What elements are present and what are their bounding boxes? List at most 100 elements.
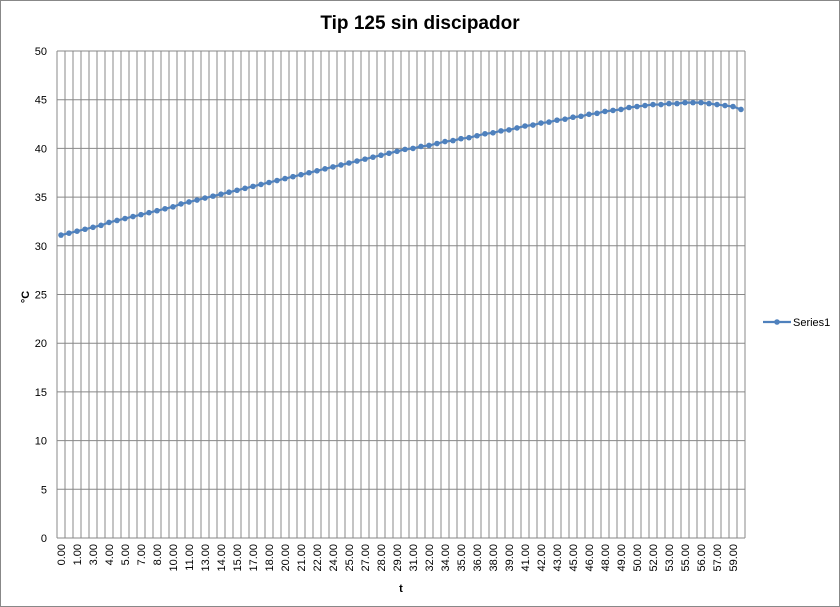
data-point [98, 222, 104, 229]
data-point [586, 111, 592, 118]
data-point [418, 143, 424, 150]
data-point [378, 152, 384, 159]
data-point [290, 173, 296, 180]
x-tick-label: 0.00 [56, 544, 68, 565]
x-tick-label: 43.00 [552, 544, 564, 572]
x-tick-label: 39.00 [504, 544, 516, 572]
data-point [442, 138, 448, 145]
data-point [210, 193, 216, 199]
data-point [658, 101, 664, 108]
data-point [706, 100, 712, 107]
y-tick-label: 10 [35, 436, 47, 448]
data-point [146, 209, 152, 216]
legend-label: Series1 [793, 317, 830, 329]
data-point [162, 205, 168, 212]
data-point [178, 201, 184, 207]
data-point [530, 122, 536, 128]
x-tick-label: 49.00 [616, 544, 628, 572]
data-point [514, 125, 520, 131]
x-tick-label: 17.00 [248, 544, 260, 572]
x-tick-label: 5.00 [120, 544, 132, 565]
data-point [322, 166, 328, 172]
x-tick-label: 45.00 [568, 544, 580, 572]
data-point [506, 127, 512, 133]
data-point [122, 215, 128, 222]
x-tick-label: 11.00 [184, 544, 196, 571]
data-point [330, 164, 336, 170]
data-point [170, 204, 176, 210]
data-point [386, 150, 392, 157]
x-tick-label: 35.00 [456, 544, 468, 572]
data-point [154, 207, 160, 214]
y-tick-label: 5 [41, 484, 47, 496]
x-tick-label: 20.00 [280, 544, 292, 572]
data-point [242, 185, 248, 192]
data-point [482, 130, 488, 137]
data-point [498, 128, 504, 134]
x-tick-label: 41.00 [520, 544, 532, 572]
data-point [450, 137, 456, 144]
x-tick-label: 48.00 [600, 544, 612, 572]
data-point [202, 195, 208, 201]
data-point [410, 145, 416, 152]
x-axis-label: t [399, 583, 403, 595]
data-point [610, 107, 616, 114]
data-point [138, 211, 144, 218]
data-point [402, 146, 408, 153]
y-tick-label: 35 [35, 192, 47, 204]
data-point [722, 102, 728, 109]
data-point [354, 158, 360, 164]
data-point [538, 120, 544, 126]
y-tick-label: 15 [35, 387, 47, 399]
data-point [730, 103, 736, 110]
x-tick-label: 36.00 [472, 544, 484, 572]
x-tick-label: 28.00 [376, 544, 388, 572]
data-point [698, 99, 704, 106]
data-point [426, 142, 432, 149]
y-tick-label: 30 [35, 241, 47, 253]
x-tick-label: 27.00 [360, 544, 372, 572]
data-point [314, 168, 320, 174]
x-tick-label: 53.00 [664, 544, 676, 572]
x-tick-label: 46.00 [584, 544, 596, 572]
data-point [58, 232, 64, 238]
data-point [714, 101, 720, 108]
data-point [682, 99, 688, 106]
x-tick-label: 52.00 [648, 544, 660, 572]
data-point [634, 103, 640, 110]
data-point [626, 104, 632, 111]
x-tick-label: 59.00 [728, 544, 740, 572]
data-point [194, 197, 200, 203]
data-point [234, 187, 240, 194]
data-point [458, 135, 464, 142]
data-point [466, 134, 472, 141]
data-point [570, 114, 576, 121]
x-tick-label: 7.00 [136, 544, 148, 565]
data-point [346, 160, 352, 166]
x-tick-label: 50.00 [632, 544, 644, 572]
data-point [674, 100, 680, 107]
data-point [546, 119, 552, 125]
legend-marker [774, 319, 780, 325]
x-tick-label: 3.00 [88, 544, 100, 565]
y-tick-label: 40 [35, 143, 47, 155]
data-point [338, 162, 344, 168]
y-tick-label: 0 [41, 533, 47, 545]
x-tick-label: 25.00 [344, 544, 356, 572]
x-tick-label: 38.00 [488, 544, 500, 572]
data-point [274, 177, 280, 184]
data-point [394, 148, 400, 155]
data-point [594, 110, 600, 117]
y-axis-label: °C [20, 291, 32, 303]
data-point [82, 226, 88, 233]
x-tick-label: 21.00 [296, 544, 308, 572]
x-tick-label: 1.00 [72, 544, 84, 565]
x-tick-label: 42.00 [536, 544, 548, 572]
x-tick-label: 57.00 [712, 544, 724, 572]
chart-title: Tip 125 sin discipador [320, 13, 520, 34]
x-tick-label: 14.00 [216, 544, 228, 572]
y-tick-label: 25 [35, 290, 47, 302]
x-tick-label: 31.00 [408, 544, 420, 572]
data-point [266, 179, 272, 186]
